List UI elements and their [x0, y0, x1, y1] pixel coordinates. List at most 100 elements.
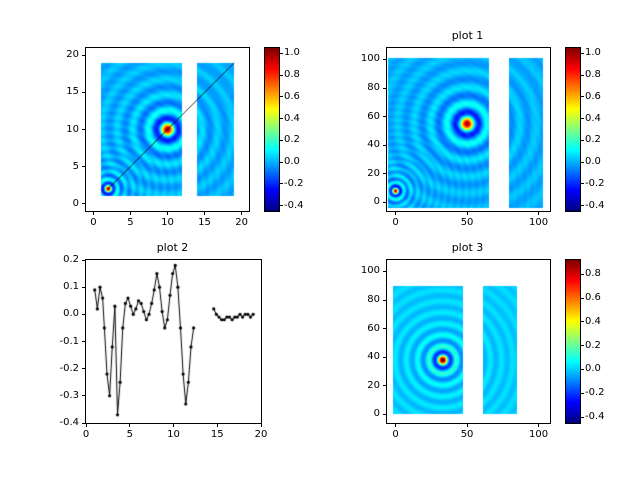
x-tick — [538, 212, 540, 215]
x-tick — [167, 212, 168, 215]
y-tick — [383, 299, 386, 301]
colorbar-gradient-topleft — [265, 48, 279, 211]
colorbar-tick — [581, 321, 584, 323]
colorbar-tick — [280, 74, 283, 76]
x-tick-label: 100 — [529, 217, 549, 228]
colorbar-tick-label: -0.4 — [284, 199, 304, 211]
colorbar-tick — [581, 368, 584, 370]
heatmap-canvas-plot3 — [387, 260, 550, 423]
colorbar-tick-label: 1.0 — [284, 47, 300, 59]
colorbar-tick-label: 0.2 — [284, 134, 300, 146]
y-tick — [82, 341, 85, 342]
colorbar-tick-label: 0.8 — [585, 268, 601, 280]
y-tick-label: 20 — [367, 379, 380, 391]
y-tick-label: 40 — [367, 139, 380, 151]
y-tick — [383, 173, 386, 175]
heatmap-axes-plot3 — [386, 259, 551, 424]
y-tick — [82, 286, 85, 288]
y-tick — [383, 116, 386, 118]
colorbar-tick-label: 0.2 — [585, 339, 601, 351]
colorbar-tick-label: 0.4 — [585, 315, 601, 327]
line-canvas-plot2 — [86, 260, 261, 423]
x-tick-label: 0 — [82, 429, 90, 440]
y-tick-label: 0 — [72, 197, 79, 209]
colorbar-tick-label: -0.4 — [585, 411, 605, 423]
y-tick — [82, 91, 85, 93]
colorbar-plot1 — [565, 47, 581, 212]
plot2-title: plot 2 — [156, 241, 189, 254]
y-tick — [383, 87, 386, 89]
colorbar-tick-label: 0.0 — [284, 156, 300, 168]
colorbar-tick — [280, 118, 283, 120]
y-tick-label: 60 — [367, 322, 380, 334]
colorbar-tick — [581, 74, 584, 76]
x-tick — [395, 424, 397, 427]
x-tick-label: 15 — [198, 217, 211, 228]
y-tick-label: 0.1 — [63, 281, 79, 293]
y-tick-label: 0 — [373, 196, 380, 208]
y-tick — [82, 259, 85, 261]
colorbar-tick — [280, 161, 283, 163]
colorbar-tick-label: 0.0 — [585, 156, 601, 168]
heatmap-axes-plot1 — [386, 47, 551, 212]
y-tick — [82, 166, 85, 168]
colorbar-tick-label: 0.6 — [585, 292, 601, 304]
x-tick — [466, 424, 468, 427]
y-tick-label: 80 — [367, 82, 380, 94]
x-tick — [85, 424, 87, 427]
y-tick-label: 5 — [72, 160, 79, 172]
colorbar-tick — [280, 52, 283, 54]
y-tick — [383, 328, 386, 330]
plot3-title: plot 3 — [451, 241, 484, 254]
x-tick — [241, 212, 243, 215]
colorbar-tick-label: -0.4 — [585, 199, 605, 211]
colorbar-tick — [280, 139, 283, 141]
colorbar-tick-label: 0.6 — [284, 90, 300, 102]
colorbar-tick-label: -0.2 — [585, 177, 605, 189]
colorbar-tick — [581, 345, 584, 347]
y-tick — [383, 58, 386, 60]
x-tick — [204, 212, 206, 215]
x-tick-label: 100 — [529, 429, 549, 440]
y-tick-label: 0.0 — [63, 308, 79, 320]
y-tick — [383, 144, 386, 146]
y-tick-label: 10 — [66, 123, 79, 135]
y-tick-label: 40 — [367, 351, 380, 363]
heatmap-canvas-topleft — [86, 48, 249, 211]
heatmap-axes-topleft — [85, 47, 250, 212]
y-tick-label: 0 — [373, 408, 380, 420]
y-tick-label: 60 — [367, 110, 380, 122]
x-tick-label: 0 — [392, 217, 399, 228]
x-tick-label: 10 — [161, 217, 174, 228]
y-tick-label: -0.4 — [59, 417, 79, 428]
colorbar-tick — [581, 416, 584, 418]
x-tick-label: 20 — [235, 217, 248, 228]
y-tick — [82, 422, 85, 424]
colorbar-tick-label: 0.0 — [585, 363, 601, 375]
colorbar-tick-label: 1.0 — [585, 47, 601, 59]
colorbar-tick — [581, 118, 584, 120]
y-tick-label: 20 — [66, 49, 79, 61]
y-tick — [82, 313, 85, 315]
x-tick — [173, 424, 174, 427]
line-axes-plot2 — [85, 259, 262, 424]
y-tick-label: 20 — [367, 167, 380, 179]
y-tick-label: 100 — [360, 53, 380, 65]
plot1-title: plot 1 — [451, 29, 484, 42]
x-tick — [466, 212, 468, 215]
heatmap-canvas-plot1 — [387, 48, 550, 211]
x-tick — [395, 212, 397, 215]
x-tick-label: 0 — [90, 217, 97, 228]
y-tick-label: 100 — [360, 265, 380, 277]
y-tick-label: -0.3 — [59, 389, 79, 401]
colorbar-tick — [581, 139, 584, 141]
x-tick-label: 50 — [460, 217, 474, 228]
colorbar-tick — [581, 392, 584, 394]
colorbar-tick — [581, 205, 584, 207]
y-tick — [383, 270, 386, 272]
x-tick-label: 5 — [126, 429, 133, 440]
colorbar-tick-label: 0.8 — [585, 69, 601, 81]
x-tick — [216, 424, 218, 427]
x-tick-label: 20 — [254, 429, 268, 440]
colorbar-gradient-plot1 — [566, 48, 580, 211]
